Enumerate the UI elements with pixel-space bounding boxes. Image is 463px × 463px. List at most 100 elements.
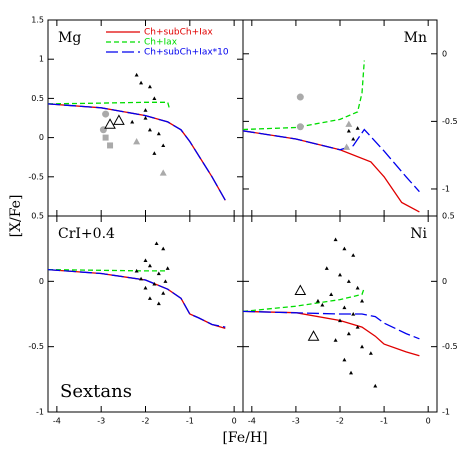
data-point [351, 136, 356, 141]
data-point [320, 302, 325, 307]
data-point [133, 138, 141, 145]
data-point [294, 284, 307, 295]
data-point [102, 134, 109, 141]
data-point [296, 93, 304, 101]
y-tick-label: 0 [39, 133, 44, 142]
model-line [47, 101, 171, 111]
y-tick-label: 1 [39, 55, 44, 64]
data-point [346, 128, 351, 133]
model-line [47, 103, 226, 201]
data-point [139, 276, 144, 281]
model-line [47, 103, 226, 201]
legend-label: Ch+subCh+Iax*10 [144, 48, 229, 58]
data-point [349, 370, 354, 375]
model-line [242, 287, 365, 313]
y-tick-label: -1 [442, 184, 450, 193]
data-point [165, 266, 170, 270]
data-point [346, 279, 351, 283]
model-line [242, 60, 365, 131]
data-point [147, 296, 152, 300]
data-point [163, 279, 168, 283]
model-line [242, 130, 420, 213]
model-line [47, 268, 226, 328]
data-point [134, 72, 139, 77]
data-point [373, 383, 378, 388]
y-tick-label: 0.5 [31, 94, 44, 103]
y-tick-label: -1 [36, 408, 44, 417]
data-point [342, 357, 347, 362]
data-point [130, 119, 135, 124]
data-point [355, 126, 360, 130]
data-point [338, 318, 342, 323]
data-point [342, 305, 347, 310]
data-point [368, 351, 373, 355]
data-point [102, 110, 110, 118]
data-point [107, 142, 114, 149]
data-point [324, 266, 329, 270]
y-tick-label: -0.5 [28, 172, 44, 181]
data-point [134, 268, 139, 273]
x-tick-label: -3 [292, 417, 300, 426]
y-tick-label: -0.5 [442, 117, 458, 126]
data-point [355, 285, 360, 290]
x-tick-label: 0 [232, 417, 237, 426]
x-tick-label: -2 [142, 417, 150, 426]
model-line [242, 128, 420, 193]
data-point [139, 80, 144, 85]
x-tick-label: -4 [53, 417, 61, 426]
data-point [360, 298, 365, 303]
x-tick-label: -4 [248, 417, 256, 426]
annotation: Sextans [60, 381, 132, 402]
legend-label: Ch+subCh+Iax [144, 28, 213, 38]
data-point [143, 258, 148, 263]
data-point [113, 114, 125, 125]
x-tick-label: -3 [97, 417, 105, 426]
data-point [159, 169, 167, 176]
data-point [342, 246, 347, 251]
data-point [329, 292, 334, 296]
y-tick-label: 1.5 [31, 16, 44, 25]
data-point [360, 344, 365, 349]
data-point [152, 281, 157, 286]
data-point [152, 96, 157, 100]
legend-label: Ch+Iax [144, 38, 178, 48]
data-point [161, 143, 166, 148]
model-line [47, 268, 168, 272]
data-point [343, 143, 351, 150]
data-point [338, 272, 342, 277]
data-point [307, 330, 320, 341]
panel-title: Mn [404, 30, 427, 46]
panel-title: Mg [58, 30, 81, 46]
data-point [156, 301, 161, 306]
data-point [333, 237, 338, 242]
y-axis-label: [X/Fe] [8, 195, 24, 238]
data-point [147, 84, 152, 89]
panel-title: CrI+0.4 [58, 226, 115, 242]
data-point [156, 271, 161, 276]
data-point [315, 298, 320, 303]
data-point [345, 120, 353, 127]
data-point [154, 241, 159, 246]
y-tick-label: 0 [442, 49, 447, 58]
y-tick-label: -0.5 [442, 342, 458, 351]
data-point [152, 151, 157, 155]
model-line [242, 310, 420, 357]
y-tick-label: 0.5 [442, 212, 455, 221]
x-tick-label: 0 [426, 417, 431, 426]
data-point [346, 331, 351, 336]
y-tick-label: -0.5 [28, 342, 44, 351]
data-point [147, 263, 152, 268]
model-line [242, 310, 420, 340]
data-point [333, 338, 338, 342]
panel-title: Ni [410, 226, 427, 242]
data-point [351, 253, 356, 257]
y-tick-label: 0 [442, 277, 447, 286]
y-tick-label: 0 [39, 277, 44, 286]
data-point [161, 291, 166, 295]
data-point [143, 108, 148, 112]
data-point [147, 127, 152, 132]
panel-frame [242, 19, 438, 217]
data-point [355, 325, 360, 329]
data-point [156, 131, 161, 136]
